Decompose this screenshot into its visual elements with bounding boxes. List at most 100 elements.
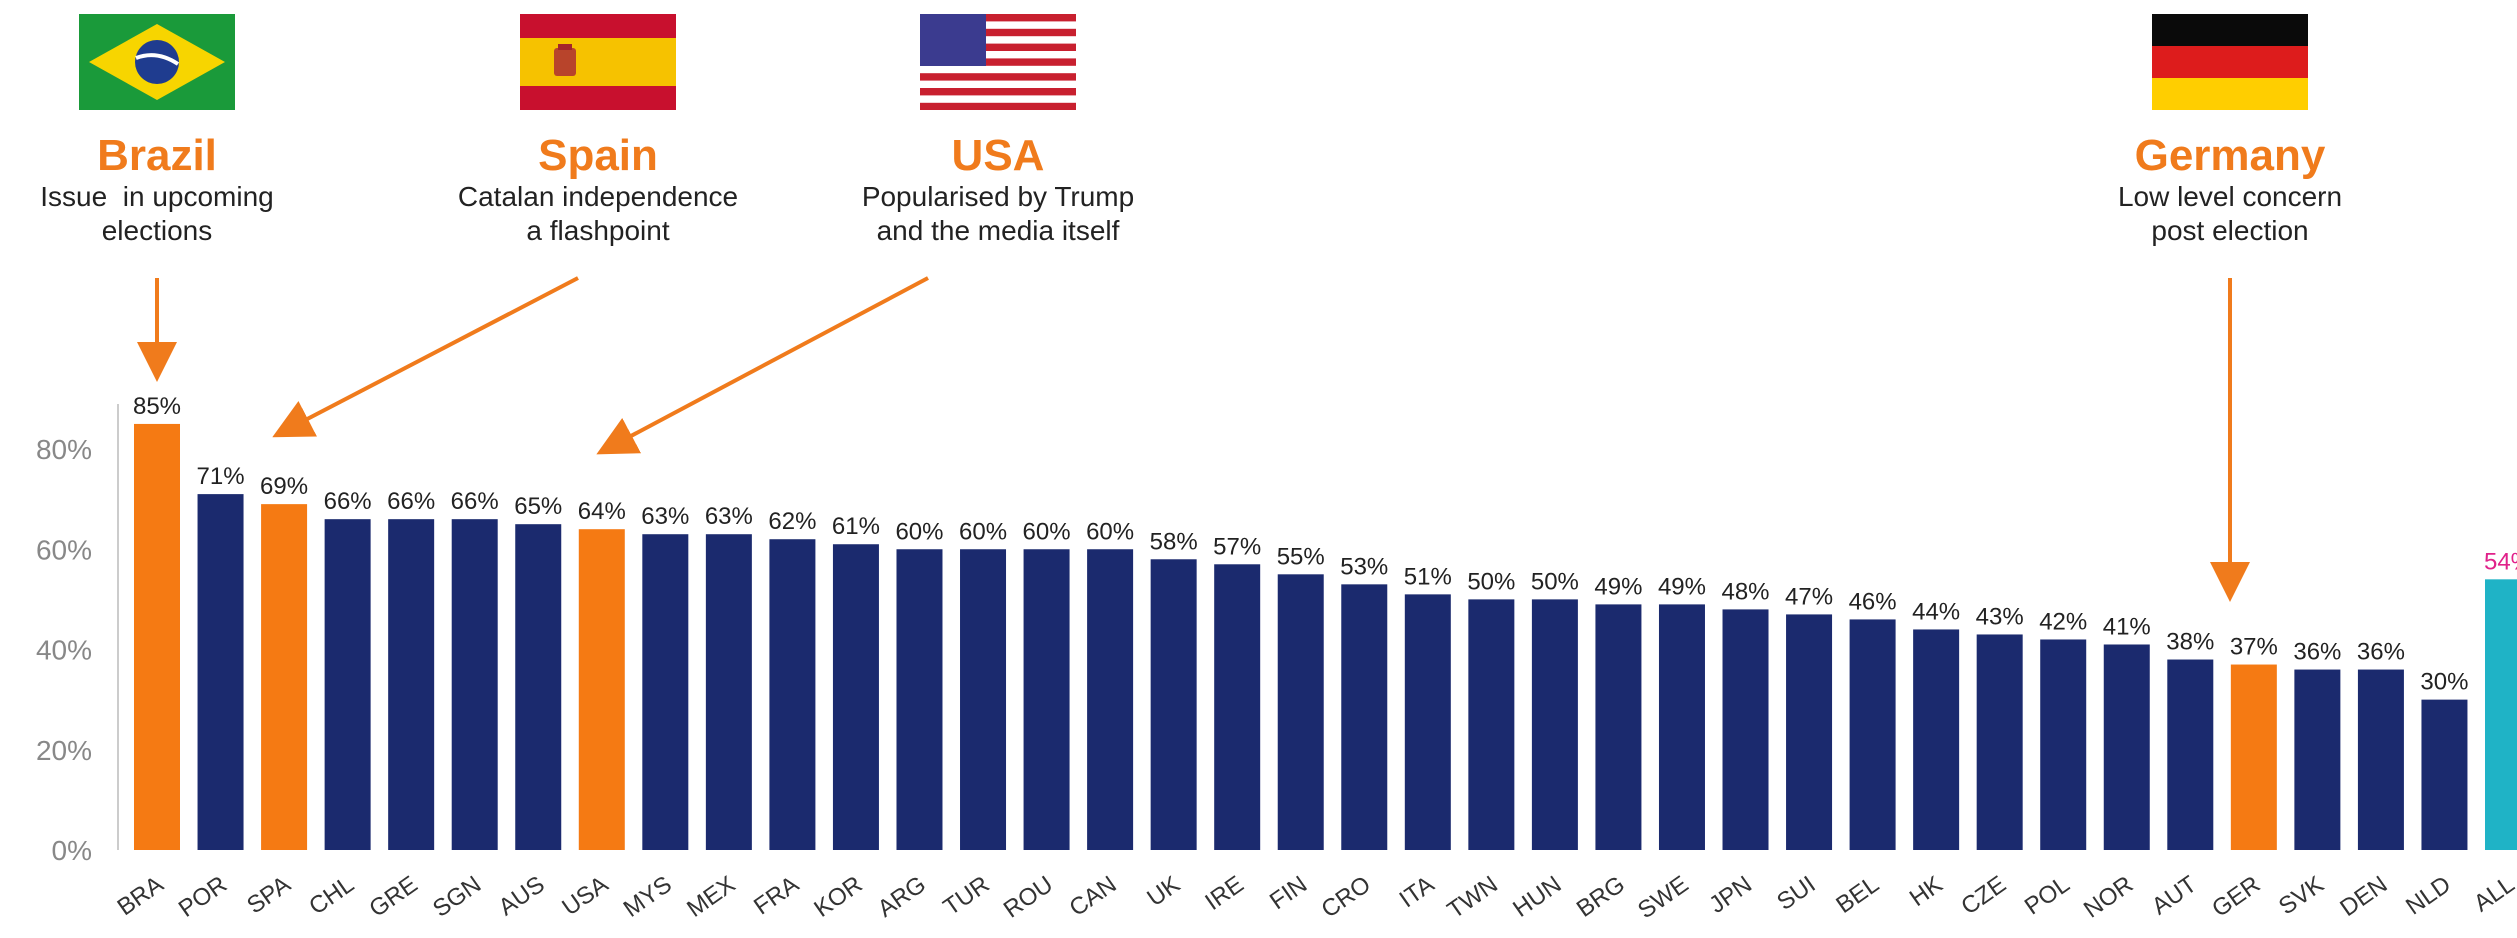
x-tick-label-hun: HUN (1508, 871, 1566, 923)
callout-arrows-group (137, 276, 2250, 602)
x-tick-label-cro: CRO (1317, 871, 1376, 924)
bar-hun (1531, 599, 1578, 850)
x-tick-label-can: CAN (1065, 871, 1122, 922)
x-tick-label-mys: MYS (619, 871, 677, 923)
x-tick-label-nor: NOR (2079, 871, 2138, 924)
x-tick-label-arg: ARG (873, 871, 931, 923)
x-tick-label-sgn: SGN (428, 871, 486, 923)
value-label-den: 36% (2357, 639, 2405, 666)
x-tick-label-tur: TUR (939, 871, 995, 921)
x-tick-label-kor: KOR (809, 871, 867, 923)
callout-note-line: Low level concern (2117, 181, 2343, 212)
bar-can (1087, 549, 1134, 850)
value-label-jpn: 48% (1721, 578, 1769, 605)
bar-arg (896, 549, 943, 850)
bars-group (134, 423, 2517, 850)
value-label-gre: 66% (387, 488, 435, 515)
value-label-hk: 44% (1912, 598, 1960, 625)
bar-gre (388, 519, 435, 850)
bar-hk (1913, 629, 1960, 850)
x-tick-label-fin: FIN (1265, 871, 1312, 915)
bar-bra (134, 423, 180, 850)
callout-note-line: a flashpoint (526, 215, 670, 246)
value-label-sui: 47% (1785, 583, 1833, 610)
value-label-usa: 64% (578, 498, 626, 525)
bar-por (197, 494, 244, 850)
x-tick-label-bra: BRA (113, 871, 169, 921)
callout-country-name: Germany (2134, 131, 2326, 180)
bar-swe (1658, 604, 1705, 850)
value-label-brg: 49% (1594, 573, 1642, 600)
value-label-mys: 63% (641, 503, 689, 530)
y-tick-label: 60% (36, 534, 92, 565)
bar-tur (960, 549, 1007, 850)
value-label-kor: 61% (832, 513, 880, 540)
y-axis: 0% 20% 40% 60% 80% (36, 404, 119, 866)
x-tick-label-svk: SVK (2274, 871, 2329, 921)
x-tick-label-fra: FRA (749, 871, 804, 921)
value-label-can: 60% (1086, 518, 1134, 545)
value-label-svk: 36% (2293, 639, 2341, 666)
bar-bel (1849, 619, 1896, 850)
bar-twn (1468, 599, 1515, 850)
bar-nor (2103, 644, 2150, 850)
x-tick-label-den: DEN (2335, 871, 2392, 922)
value-label-swe: 49% (1658, 573, 1706, 600)
x-tick-label-rou: ROU (999, 871, 1058, 924)
spain-arrow (272, 276, 579, 438)
bar-mys (642, 534, 689, 850)
callout-country-name: Spain (538, 131, 658, 180)
value-label-twn: 50% (1467, 568, 1515, 595)
bar-fra (769, 539, 816, 850)
bar-aut (2167, 659, 2214, 850)
x-tick-label-por: POR (174, 871, 232, 923)
value-label-arg: 60% (895, 518, 943, 545)
bar-all (2485, 579, 2517, 850)
callout-note-line: Popularised by Trump (861, 181, 1135, 212)
x-tick-label-cze: CZE (1956, 871, 2011, 921)
x-tick-label-ita: ITA (1395, 871, 1440, 914)
y-tick-label: 40% (36, 635, 92, 666)
bar-ire (1214, 564, 1261, 850)
x-tick-label-pol: POL (2020, 871, 2075, 921)
germany-flag-icon (2152, 14, 2308, 110)
callout-usa: USA Popularised by Trump and the media i… (818, 14, 1178, 248)
bar-ita (1404, 594, 1451, 850)
y-tick-label: 0% (52, 835, 92, 866)
value-label-uk: 58% (1150, 528, 1198, 555)
bar-svk (2294, 669, 2341, 850)
y-tick-label: 80% (36, 434, 92, 465)
bar-den (2357, 669, 2404, 850)
callout-note-line: elections (101, 215, 213, 246)
bar-mex (705, 534, 752, 850)
x-tick-label-gre: GRE (365, 871, 423, 923)
x-tick-label-all: ALL (2469, 871, 2517, 918)
value-labels-group: 85% 71% 69% 66% 66% 66% 65% 64% 63% 63% 62% 61% 60% 6… (133, 393, 2517, 696)
bar-rou (1023, 549, 1070, 850)
bar-sgn (451, 519, 498, 850)
usa-arrow (596, 276, 929, 455)
x-tick-label-mex: MEX (682, 871, 740, 923)
value-label-ita: 51% (1404, 563, 1452, 590)
value-label-fra: 62% (768, 508, 816, 535)
value-label-rou: 60% (1023, 518, 1071, 545)
value-label-chl: 66% (324, 488, 372, 515)
value-label-bra: 85% (133, 393, 181, 420)
x-tick-label-aus: AUS (494, 871, 550, 921)
bar-chl (324, 519, 371, 850)
value-label-sgn: 66% (451, 488, 499, 515)
value-label-ire: 57% (1213, 533, 1261, 560)
x-tick-labels-group: BRA POR SPA CHL GRE SGN AUS USA MYS MEX FRA KOR ARG T… (113, 871, 2517, 925)
x-tick-label-bel: BEL (1831, 871, 1884, 919)
bar-cze (1976, 634, 2023, 850)
x-tick-label-ger: GER (2207, 871, 2265, 923)
x-tick-label-sui: SUI (1772, 871, 1820, 916)
y-tick-label: 20% (36, 735, 92, 766)
value-label-aus: 65% (514, 493, 562, 520)
value-label-fin: 55% (1277, 543, 1325, 570)
x-tick-label-chl: CHL (304, 871, 359, 921)
callout-country-name: Brazil (97, 131, 217, 180)
callout-spain: Spain Catalan independence a flashpoint (418, 14, 778, 248)
value-label-ger: 37% (2230, 634, 2278, 661)
